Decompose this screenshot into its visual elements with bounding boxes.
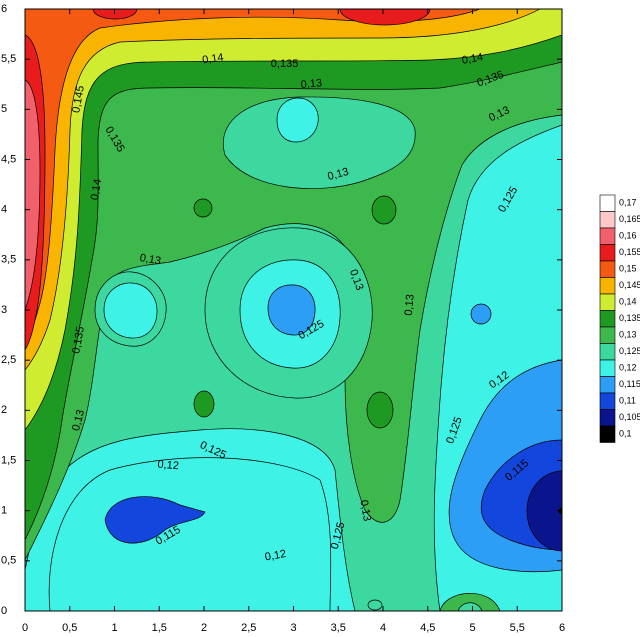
x-tick-label: 0 <box>22 622 28 634</box>
contour-label: 0,13 <box>326 166 350 183</box>
y-tick-label: 1 <box>1 505 7 517</box>
y-tick-label: 5 <box>1 103 7 115</box>
y-tick-label: 6 <box>1 3 7 15</box>
legend-swatch <box>599 425 616 443</box>
y-tick-label: 2 <box>1 404 7 416</box>
contour-band <box>276 97 319 143</box>
legend-label: 0,16 <box>619 231 637 241</box>
contour-label: 0,14 <box>201 52 224 67</box>
legend-label: 0,1 <box>619 429 632 439</box>
contour-band <box>470 303 492 325</box>
legend-swatch <box>599 293 616 311</box>
contour-band <box>267 284 316 336</box>
legend-swatch <box>599 376 616 394</box>
legend-swatch <box>599 409 616 427</box>
y-tick-label: 3 <box>1 304 7 316</box>
legend-swatch <box>599 244 616 262</box>
contour-band <box>339 9 431 26</box>
legend-label: 0,135 <box>619 313 640 323</box>
legend-label: 0,11 <box>619 396 636 406</box>
x-tick-label: 3 <box>290 622 296 634</box>
legend-swatch <box>599 260 616 278</box>
contour-label: 0,14 <box>461 51 484 67</box>
contour-label: 0,14 <box>89 178 105 201</box>
contour-band <box>193 390 215 418</box>
x-tick-label: 5 <box>469 622 475 634</box>
contour-label: 0,12 <box>264 548 287 564</box>
y-tick-label: 4 <box>1 204 7 216</box>
x-tick-label: 2 <box>201 622 207 634</box>
legend-label: 0,12 <box>619 363 637 373</box>
y-tick-label: 2,5 <box>1 354 16 366</box>
y-tick-label: 5,5 <box>1 53 16 65</box>
contour-band <box>371 195 397 225</box>
y-tick-label: 3,5 <box>1 254 16 266</box>
contour-label: 0,13 <box>139 252 162 268</box>
contour-band <box>526 470 562 552</box>
contour-label: 0,12 <box>157 459 179 473</box>
y-tick-label: 0,5 <box>1 555 16 567</box>
legend-label: 0,145 <box>619 280 640 290</box>
x-tick-label: 5,5 <box>510 622 525 634</box>
contour-label: 0,145 <box>70 85 87 114</box>
legend-label: 0,14 <box>619 297 637 307</box>
x-tick-label: 4,5 <box>420 622 435 634</box>
x-tick-label: 0,5 <box>62 622 77 634</box>
legend-label: 0,13 <box>619 330 637 340</box>
legend-label: 0,115 <box>619 379 640 389</box>
contour-label: 0,13 <box>357 499 373 522</box>
legend-label: 0,17 <box>619 198 637 208</box>
legend-swatch <box>599 310 616 328</box>
legend-swatch <box>599 277 616 295</box>
y-tick-label: 4,5 <box>1 153 16 165</box>
contour-band <box>104 496 206 544</box>
legend-label: 0,125 <box>619 346 640 356</box>
legend-swatch <box>599 392 616 410</box>
contour-band <box>223 96 416 189</box>
x-tick-label: 4 <box>380 622 386 634</box>
contour-label: 0,13 <box>300 77 322 91</box>
legend-label: 0,155 <box>619 247 640 257</box>
legend-label: 0,165 <box>619 214 640 224</box>
contour-band <box>366 391 394 429</box>
legend-label: 0,15 <box>619 264 637 274</box>
contour-band <box>439 593 501 611</box>
contour-label: 0,135 <box>271 58 299 70</box>
contour-band <box>193 198 213 218</box>
legend-swatch <box>599 194 616 212</box>
x-tick-label: 3,5 <box>331 622 346 634</box>
contour-label: 0,135 <box>70 325 87 354</box>
x-tick-label: 6 <box>559 622 565 634</box>
x-tick-label: 1,5 <box>152 622 167 634</box>
contour-band <box>25 79 41 311</box>
y-tick-label: 1,5 <box>1 454 16 466</box>
legend-swatch <box>599 359 616 377</box>
contour-band <box>367 599 383 611</box>
y-tick-label: 0 <box>1 605 7 617</box>
legend-swatch <box>599 326 616 344</box>
contour-band <box>103 282 158 339</box>
x-tick-label: 1 <box>111 622 117 634</box>
contour-label: 0,13 <box>403 294 417 316</box>
contour-line <box>48 457 332 611</box>
filled-contours <box>25 9 562 611</box>
x-tick-label: 2,5 <box>241 622 256 634</box>
legend-swatch <box>599 227 616 245</box>
legend-label: 0,105 <box>619 412 640 422</box>
legend-swatch <box>599 211 616 229</box>
contour-label: 0,13 <box>70 408 87 432</box>
legend-swatch <box>599 343 616 361</box>
